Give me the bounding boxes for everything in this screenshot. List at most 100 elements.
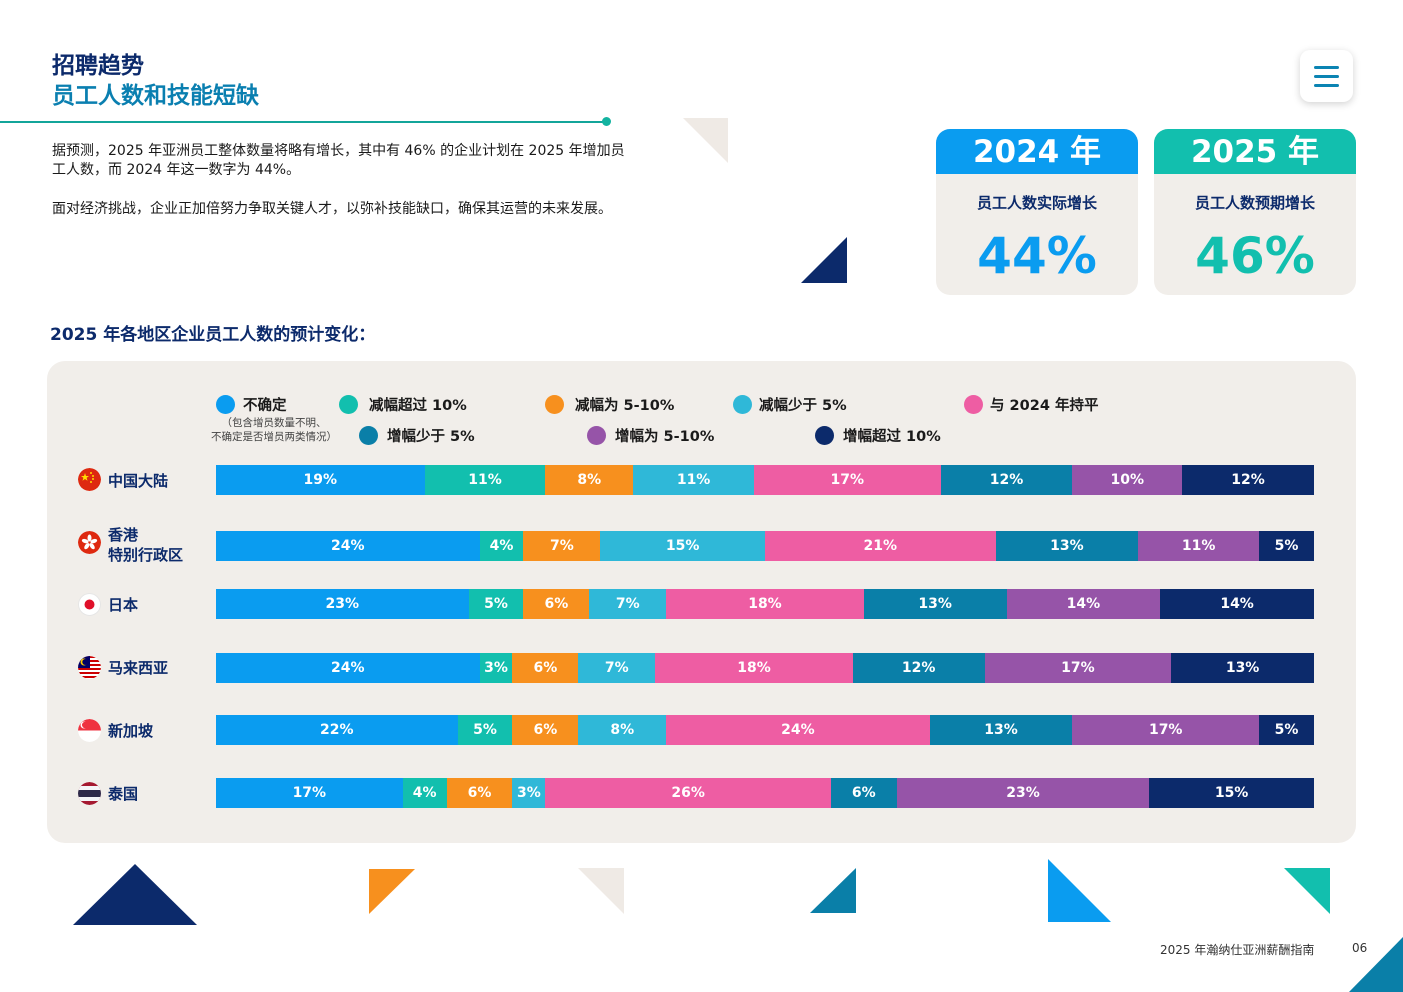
bar-segment: 11% <box>633 465 754 495</box>
thailand-flag-icon <box>78 782 101 805</box>
navy-triangle-bottom <box>73 864 197 925</box>
data-label: 7% <box>549 538 574 554</box>
blue-triangle-bottom <box>1048 859 1111 922</box>
malaysia-flag-icon <box>78 656 101 679</box>
data-label: 8% <box>610 722 635 738</box>
bar-segment: 5% <box>468 589 524 619</box>
data-label: 5% <box>484 596 508 612</box>
divider-dot <box>602 117 611 126</box>
intro-paragraph-1: 据预测，2025 年亚洲员工整体数量将略有增长，其中有 46% 的企业计划在 2… <box>52 143 625 178</box>
data-label: 26% <box>671 785 705 801</box>
bar-segment: 13% <box>863 589 1007 619</box>
data-label: 3% <box>484 660 508 676</box>
bar-segment: 22% <box>216 715 458 745</box>
bar-segment: 13% <box>1171 653 1314 683</box>
bar-segment: 4% <box>402 778 447 808</box>
legend-swatch <box>815 426 834 445</box>
data-label: 7% <box>615 596 640 612</box>
bar-segment: 8% <box>578 715 667 745</box>
card-value: 44% <box>977 227 1097 285</box>
data-label: 24% <box>331 538 365 554</box>
data-label: 4% <box>412 785 437 801</box>
menu-button[interactable] <box>1300 50 1353 102</box>
bar-segment: 15% <box>600 531 765 561</box>
data-label: 6% <box>544 596 569 612</box>
intro-paragraph-2: 面对经济挑战，企业正加倍努力争取关键人才，以弥补技能缺口，确保其运营的未来发展。 <box>52 201 612 217</box>
data-label: 22% <box>320 722 354 738</box>
bar-segment: 17% <box>753 465 941 495</box>
data-label: 24% <box>331 660 365 676</box>
bar-segment: 12% <box>1182 465 1314 495</box>
menu-icon <box>1314 66 1339 69</box>
bar-segment: 11% <box>424 465 546 495</box>
data-label: 18% <box>737 660 771 676</box>
bar-segment: 8% <box>545 465 634 495</box>
region-label-thailand: 泰国 <box>108 785 139 803</box>
page-title: 招聘趋势 <box>52 53 144 79</box>
data-label: 18% <box>748 596 782 612</box>
data-label: 8% <box>577 472 602 488</box>
bar-segment: 5% <box>457 715 513 745</box>
data-label: 11% <box>676 472 711 488</box>
data-label: 15% <box>1214 785 1249 801</box>
data-label: 4% <box>489 538 514 554</box>
bar-segment: 12% <box>852 653 985 683</box>
data-label: 3% <box>517 785 541 801</box>
data-label: 14% <box>1220 596 1254 612</box>
data-label: 19% <box>303 472 338 488</box>
bar-segment: 6% <box>446 778 513 808</box>
data-label: 23% <box>325 596 360 612</box>
bar-segment: 17% <box>1072 715 1260 745</box>
chart-title: 2025 年各地区企业员工人数的预计变化： <box>50 325 376 345</box>
legend-swatch <box>545 395 564 414</box>
bar-segment: 15% <box>1149 778 1314 808</box>
bar-segment: 12% <box>940 465 1073 495</box>
footer-title: 2025 年瀚纳仕亚洲薪酬指南 <box>1160 943 1315 957</box>
bar-segment: 23% <box>216 589 469 619</box>
bar-segment: 18% <box>655 653 853 683</box>
bar-segment: 5% <box>1259 715 1314 745</box>
data-label: 5% <box>473 722 497 738</box>
data-label: 12% <box>989 472 1024 488</box>
bar-segment: 7% <box>578 653 656 683</box>
data-label: 13% <box>984 722 1018 738</box>
bar-segment: 14% <box>1160 589 1314 619</box>
region-label-singapore: 新加坡 <box>108 722 154 740</box>
card-label: 员工人数实际增长 <box>976 194 1097 212</box>
data-label: 5% <box>1274 538 1299 554</box>
legend-swatch <box>359 426 378 445</box>
bar-segment: 14% <box>1006 589 1161 619</box>
legend-note: （包含增员数量不明、 不确定是否增员两类情况） <box>211 417 337 443</box>
card-label: 员工人数预期增长 <box>1194 194 1315 212</box>
data-label: 12% <box>901 660 936 676</box>
card-year: 2024 年 <box>936 129 1138 174</box>
data-label: 6% <box>533 660 558 676</box>
bar-segment: 24% <box>666 715 930 745</box>
legend-swatch <box>587 426 606 445</box>
legend-swatch <box>733 395 752 414</box>
region-label-hong-kong: 香港 特别行政区 <box>108 526 184 564</box>
data-label: 23% <box>1006 785 1040 801</box>
data-label: 13% <box>1225 660 1260 676</box>
data-label: 17% <box>830 472 865 488</box>
bar-segment: 18% <box>666 589 864 619</box>
bar-segment: 6% <box>830 778 897 808</box>
page-number: 06 <box>1352 941 1368 955</box>
card-year: 2025 年 <box>1154 129 1356 174</box>
data-label: 6% <box>533 722 558 738</box>
legend-swatch <box>339 395 358 414</box>
data-label: 17% <box>1061 660 1095 676</box>
intro-text: 据预测，2025 年亚洲员工整体数量将略有增长，其中有 46% 的企业计划在 2… <box>52 142 627 239</box>
data-label: 7% <box>604 660 629 676</box>
japan-flag-icon <box>78 593 101 616</box>
data-label: 14% <box>1066 596 1101 612</box>
bar-segment: 17% <box>216 778 403 808</box>
bar-row: 24% 3% 6% 7% 18% 12% 17% 13% <box>216 653 1314 683</box>
bar-row: 24% 4% 7% 15% 21% 13% 11% 5% <box>216 531 1314 561</box>
bar-segment: 10% <box>1072 465 1183 495</box>
bar-row: 22% 5% 6% 8% 24% 13% 17% 5% <box>216 715 1314 745</box>
data-label: 11% <box>1181 538 1216 554</box>
data-label: 17% <box>1148 722 1183 738</box>
header-divider <box>0 121 606 123</box>
singapore-flag-icon <box>78 719 101 742</box>
